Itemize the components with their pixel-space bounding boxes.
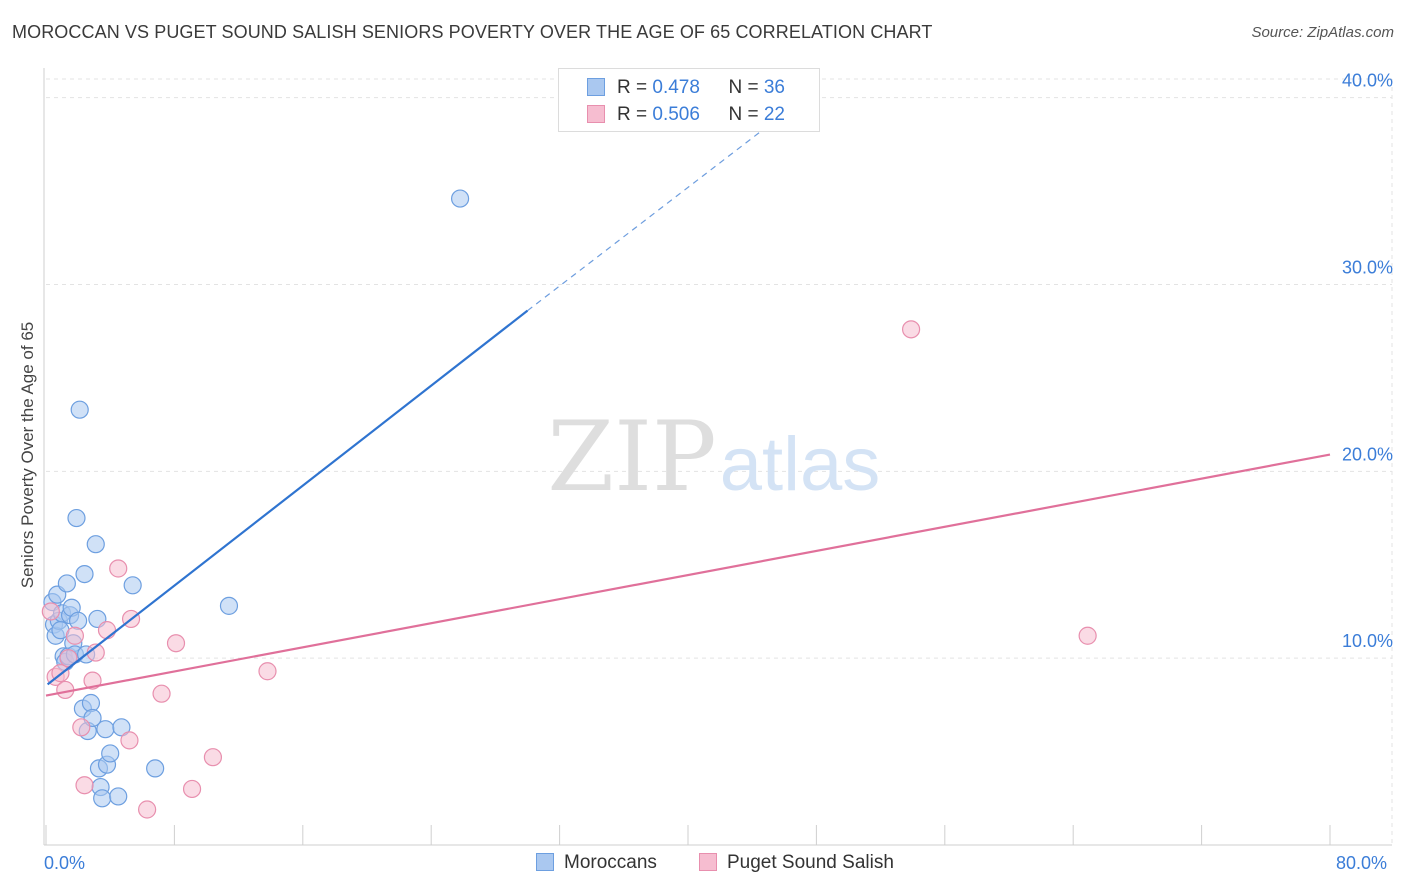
moroccans-point <box>146 759 165 778</box>
moroccans-legend-swatch <box>536 853 554 871</box>
n-label: N = <box>728 77 764 98</box>
y-tick-label: 30.0% <box>1342 258 1393 278</box>
puget-sound-salish-point <box>901 320 921 339</box>
puget-sound-salish-point <box>65 626 84 645</box>
puget-sound-salish-point <box>1078 626 1097 645</box>
moroccans-point <box>109 787 128 806</box>
moroccans-point <box>81 693 101 713</box>
correlation-legend: R = 0.478 N = 36 R = 0.506 N = 22 <box>558 68 820 132</box>
puget-sound-salish-point <box>97 621 117 640</box>
moroccans-point <box>219 596 239 615</box>
puget-sound-salish-point <box>258 662 277 681</box>
puget-sound-salish-point <box>138 800 157 819</box>
moroccans-point <box>123 576 142 595</box>
moroccans-point <box>75 564 94 584</box>
puget-sound-salish-point <box>203 748 223 767</box>
moroccans-point <box>57 574 76 593</box>
n-value: 22 <box>763 104 785 125</box>
y-tick-label: 40.0% <box>1342 71 1393 91</box>
y-tick-label: 20.0% <box>1342 444 1393 464</box>
legend-label-puget-sound-salish: Puget Sound Salish <box>727 852 894 873</box>
puget-sound-salish-point <box>59 649 78 668</box>
puget-sound-salish-point <box>75 776 94 795</box>
puget-sound-salish-point <box>120 731 139 750</box>
moroccans-point <box>112 718 131 737</box>
moroccans-trend-line <box>46 309 529 686</box>
y-tick-label: 10.0% <box>1342 631 1393 651</box>
legend-item-moroccans: Moroccans <box>536 852 657 874</box>
moroccans-point <box>86 535 105 554</box>
puget-sound-salish-trend-line <box>45 453 1331 697</box>
moroccans-point <box>101 744 120 763</box>
chart-title: MOROCCAN VS PUGET SOUND SALISH SENIORS P… <box>12 22 933 42</box>
moroccans-swatch <box>587 78 605 96</box>
r-label: R = <box>617 104 653 125</box>
r-value: 0.506 <box>652 104 700 125</box>
y-tick-labels: 10.0% 20.0% 30.0% 40.0% <box>1342 71 1393 651</box>
r-value: 0.478 <box>652 77 700 98</box>
puget-sound-salish-point <box>182 779 202 799</box>
watermark-atlas: atlas <box>720 422 881 507</box>
legend-item-puget-sound-salish: Puget Sound Salish <box>699 852 894 874</box>
puget-sound-salish-swatch <box>587 105 605 123</box>
moroccans-trend-extension <box>527 125 769 312</box>
puget-sound-salish-point <box>152 684 171 703</box>
puget-sound-salish-point <box>72 718 91 737</box>
points-layer <box>41 189 1097 819</box>
moroccans-point <box>93 789 112 808</box>
moroccans-point <box>96 720 115 739</box>
moroccans-point <box>70 400 89 419</box>
n-value: 36 <box>763 77 785 98</box>
legend-stats-moroccans: R = 0.478 N = 36 <box>617 77 785 99</box>
trend-layer <box>45 125 1331 697</box>
puget-sound-salish-legend-swatch <box>699 853 717 871</box>
y-axis-label: Seniors Poverty Over the Age of 65 <box>18 321 37 589</box>
watermark: ZIP atlas <box>547 401 880 513</box>
r-label: R = <box>617 77 653 98</box>
moroccans-point <box>68 611 88 630</box>
x-tick-label-min: 0.0% <box>44 853 86 873</box>
axis-layer <box>43 68 1392 846</box>
moroccans-point <box>450 189 470 208</box>
x-tick-label-max: 80.0% <box>1336 853 1388 873</box>
n-label: N = <box>728 104 764 125</box>
legend-stats-puget-sound-salish: R = 0.506 N = 22 <box>617 104 785 126</box>
legend-label-moroccans: Moroccans <box>564 852 657 873</box>
puget-sound-salish-point <box>109 559 128 578</box>
puget-sound-salish-point <box>166 634 186 653</box>
watermark-zip: ZIP <box>547 401 716 513</box>
puget-sound-salish-point <box>41 602 60 621</box>
puget-sound-salish-point <box>83 671 102 690</box>
source-label: Source: ZipAtlas.com <box>1251 24 1394 41</box>
moroccans-point <box>67 508 86 528</box>
